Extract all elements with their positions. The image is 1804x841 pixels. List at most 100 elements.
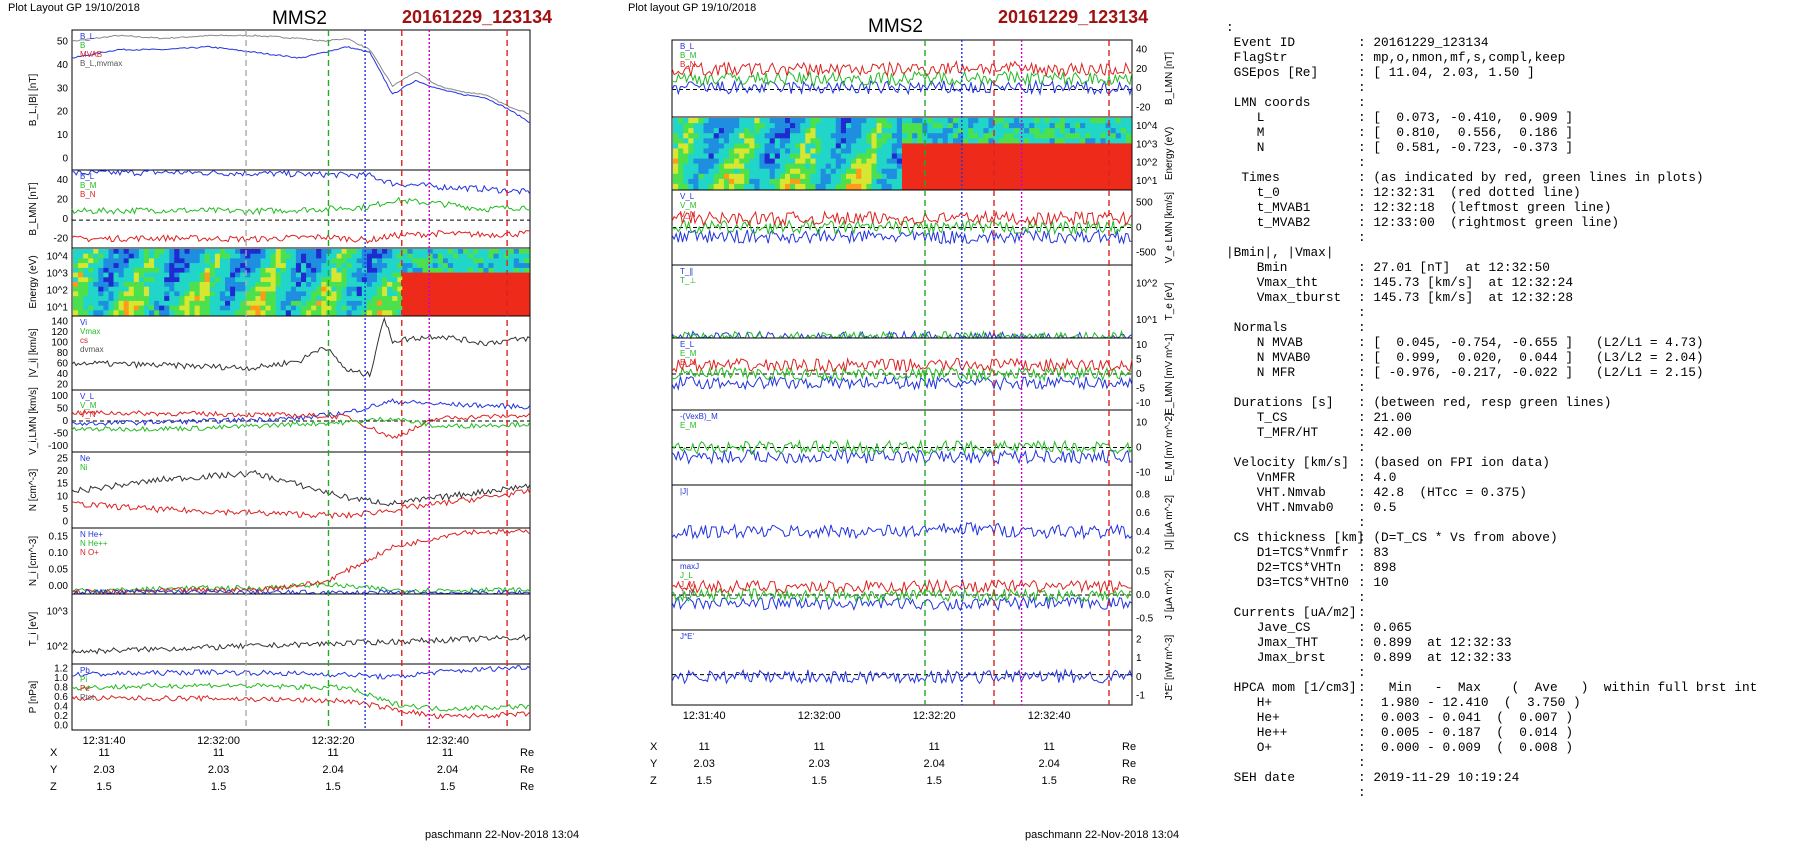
spectrogram-cell [871, 178, 878, 185]
spectrogram-cell [678, 153, 684, 160]
summary-value: : [ 11.04, 2.03, 1.50 ] [1358, 65, 1535, 80]
spectrogram-cell [1029, 153, 1035, 160]
spectrogram-cell [154, 258, 160, 264]
spectrogram-cell [1008, 163, 1015, 170]
spectrogram-cell [230, 305, 236, 311]
spectrogram-cell [199, 300, 206, 307]
spectrogram-cell [1039, 123, 1046, 129]
spectrogram-cell [442, 267, 449, 274]
y-tick-label: -5 [1136, 383, 1145, 394]
summary-value: : [1358, 665, 1366, 680]
spectrogram-cell [326, 253, 332, 259]
legend-entry: Vmax [80, 327, 100, 336]
spectrogram-cell [78, 249, 84, 255]
spectrogram-cell [866, 143, 873, 150]
spectrogram-cell [103, 300, 110, 307]
spectrogram-cell [749, 173, 755, 180]
spectrogram-cell [917, 173, 923, 180]
spectrogram-cell [301, 272, 307, 278]
spectrogram-cell [179, 277, 186, 283]
spectrogram-cell [815, 183, 822, 190]
spectrogram-cell [143, 305, 150, 311]
spectrogram-cell [739, 138, 745, 144]
spectrogram-cell [912, 178, 918, 185]
spectrogram-cell [280, 263, 287, 269]
spectrogram-cell [316, 310, 322, 316]
summary-key: N MFR [1226, 365, 1296, 380]
spectrogram-cell [138, 296, 145, 302]
summary-row: LMN coords: [1226, 95, 1757, 110]
spectrogram-cell [356, 286, 363, 292]
spectrogram-cell [351, 253, 358, 259]
spectrogram-cell [143, 300, 150, 307]
spectrogram-cell [366, 263, 373, 269]
spectrogram-cell [453, 272, 459, 278]
spectrogram-cell [947, 178, 954, 185]
spectrogram-cell [703, 143, 710, 150]
spectrogram-cell [478, 291, 484, 297]
summary-row: : [1226, 305, 1757, 320]
spectrogram-cell [265, 305, 272, 311]
summary-row: VHT.Nmvab0: 0.5 [1226, 500, 1757, 515]
spectrogram-cell [1059, 128, 1066, 134]
spectrogram-cell [143, 310, 150, 316]
spectrogram-cell [1064, 123, 1071, 129]
spectrogram-cell [366, 300, 373, 307]
spectrogram-cell [351, 272, 358, 278]
spectrogram-cell [432, 267, 439, 274]
spectrogram-cell [468, 305, 474, 311]
spectrogram-cell [513, 277, 520, 283]
spectrogram-cell [886, 168, 893, 175]
spectrogram-cell [371, 291, 378, 297]
spectrogram-cell [907, 183, 913, 190]
spectrogram-cell [739, 178, 745, 185]
spectrogram-cell [927, 168, 934, 175]
spectrogram-cell [759, 133, 766, 139]
spectrogram-cell [1044, 123, 1051, 129]
y-tick-label: 0.4 [1136, 527, 1150, 538]
spectrogram-cell [285, 286, 292, 292]
spectrogram-cell [118, 282, 125, 288]
spectrogram-cell [790, 143, 796, 150]
spectrogram-cell [331, 272, 338, 278]
spectrogram-cell [942, 178, 949, 185]
spectrogram-cell [708, 178, 715, 185]
spectrogram-cell [718, 153, 725, 160]
spectrogram-cell [371, 267, 378, 274]
spectrogram-cell [942, 153, 949, 160]
spectrogram-cell [453, 300, 459, 307]
spectrogram-cell [779, 118, 786, 124]
spectrogram-cell [437, 291, 444, 297]
spectrogram-cell [138, 263, 145, 269]
spectrogram-cell [912, 163, 918, 170]
spectrogram-cell [800, 183, 806, 190]
position-value: 2.04 [1038, 758, 1059, 770]
spectrogram-cell [1044, 143, 1051, 150]
spectrogram-cell [963, 118, 969, 124]
spectrogram-cell [518, 258, 525, 264]
spectrogram-cell [397, 249, 403, 255]
legend-entry: Vi [80, 318, 87, 327]
spectrogram-cell [810, 178, 817, 185]
spectrogram-cell [230, 272, 236, 278]
spectrogram-cell [280, 272, 287, 278]
spectrogram-cell [973, 153, 979, 160]
spectrogram-cell [432, 300, 439, 307]
panel-frame [71, 29, 531, 171]
position-value: 2.03 [693, 758, 714, 770]
spectrogram-cell [498, 263, 505, 269]
spectrogram-cell [805, 143, 811, 150]
spectrogram-cell [103, 296, 110, 302]
spectrogram-cell [204, 253, 211, 259]
spectrogram-cell [463, 291, 469, 297]
spectrogram-cell [427, 258, 434, 264]
spectrogram-cell [265, 249, 272, 255]
spectrogram-cell [346, 272, 353, 278]
spectrogram-cell [815, 138, 822, 144]
spectrogram-cell [835, 183, 842, 190]
spectrogram-cell [688, 138, 694, 144]
spectrogram-cell [835, 173, 842, 180]
panel-frame [671, 189, 1133, 266]
spectrogram-cell [942, 148, 949, 155]
spectrogram-cell [306, 263, 312, 269]
